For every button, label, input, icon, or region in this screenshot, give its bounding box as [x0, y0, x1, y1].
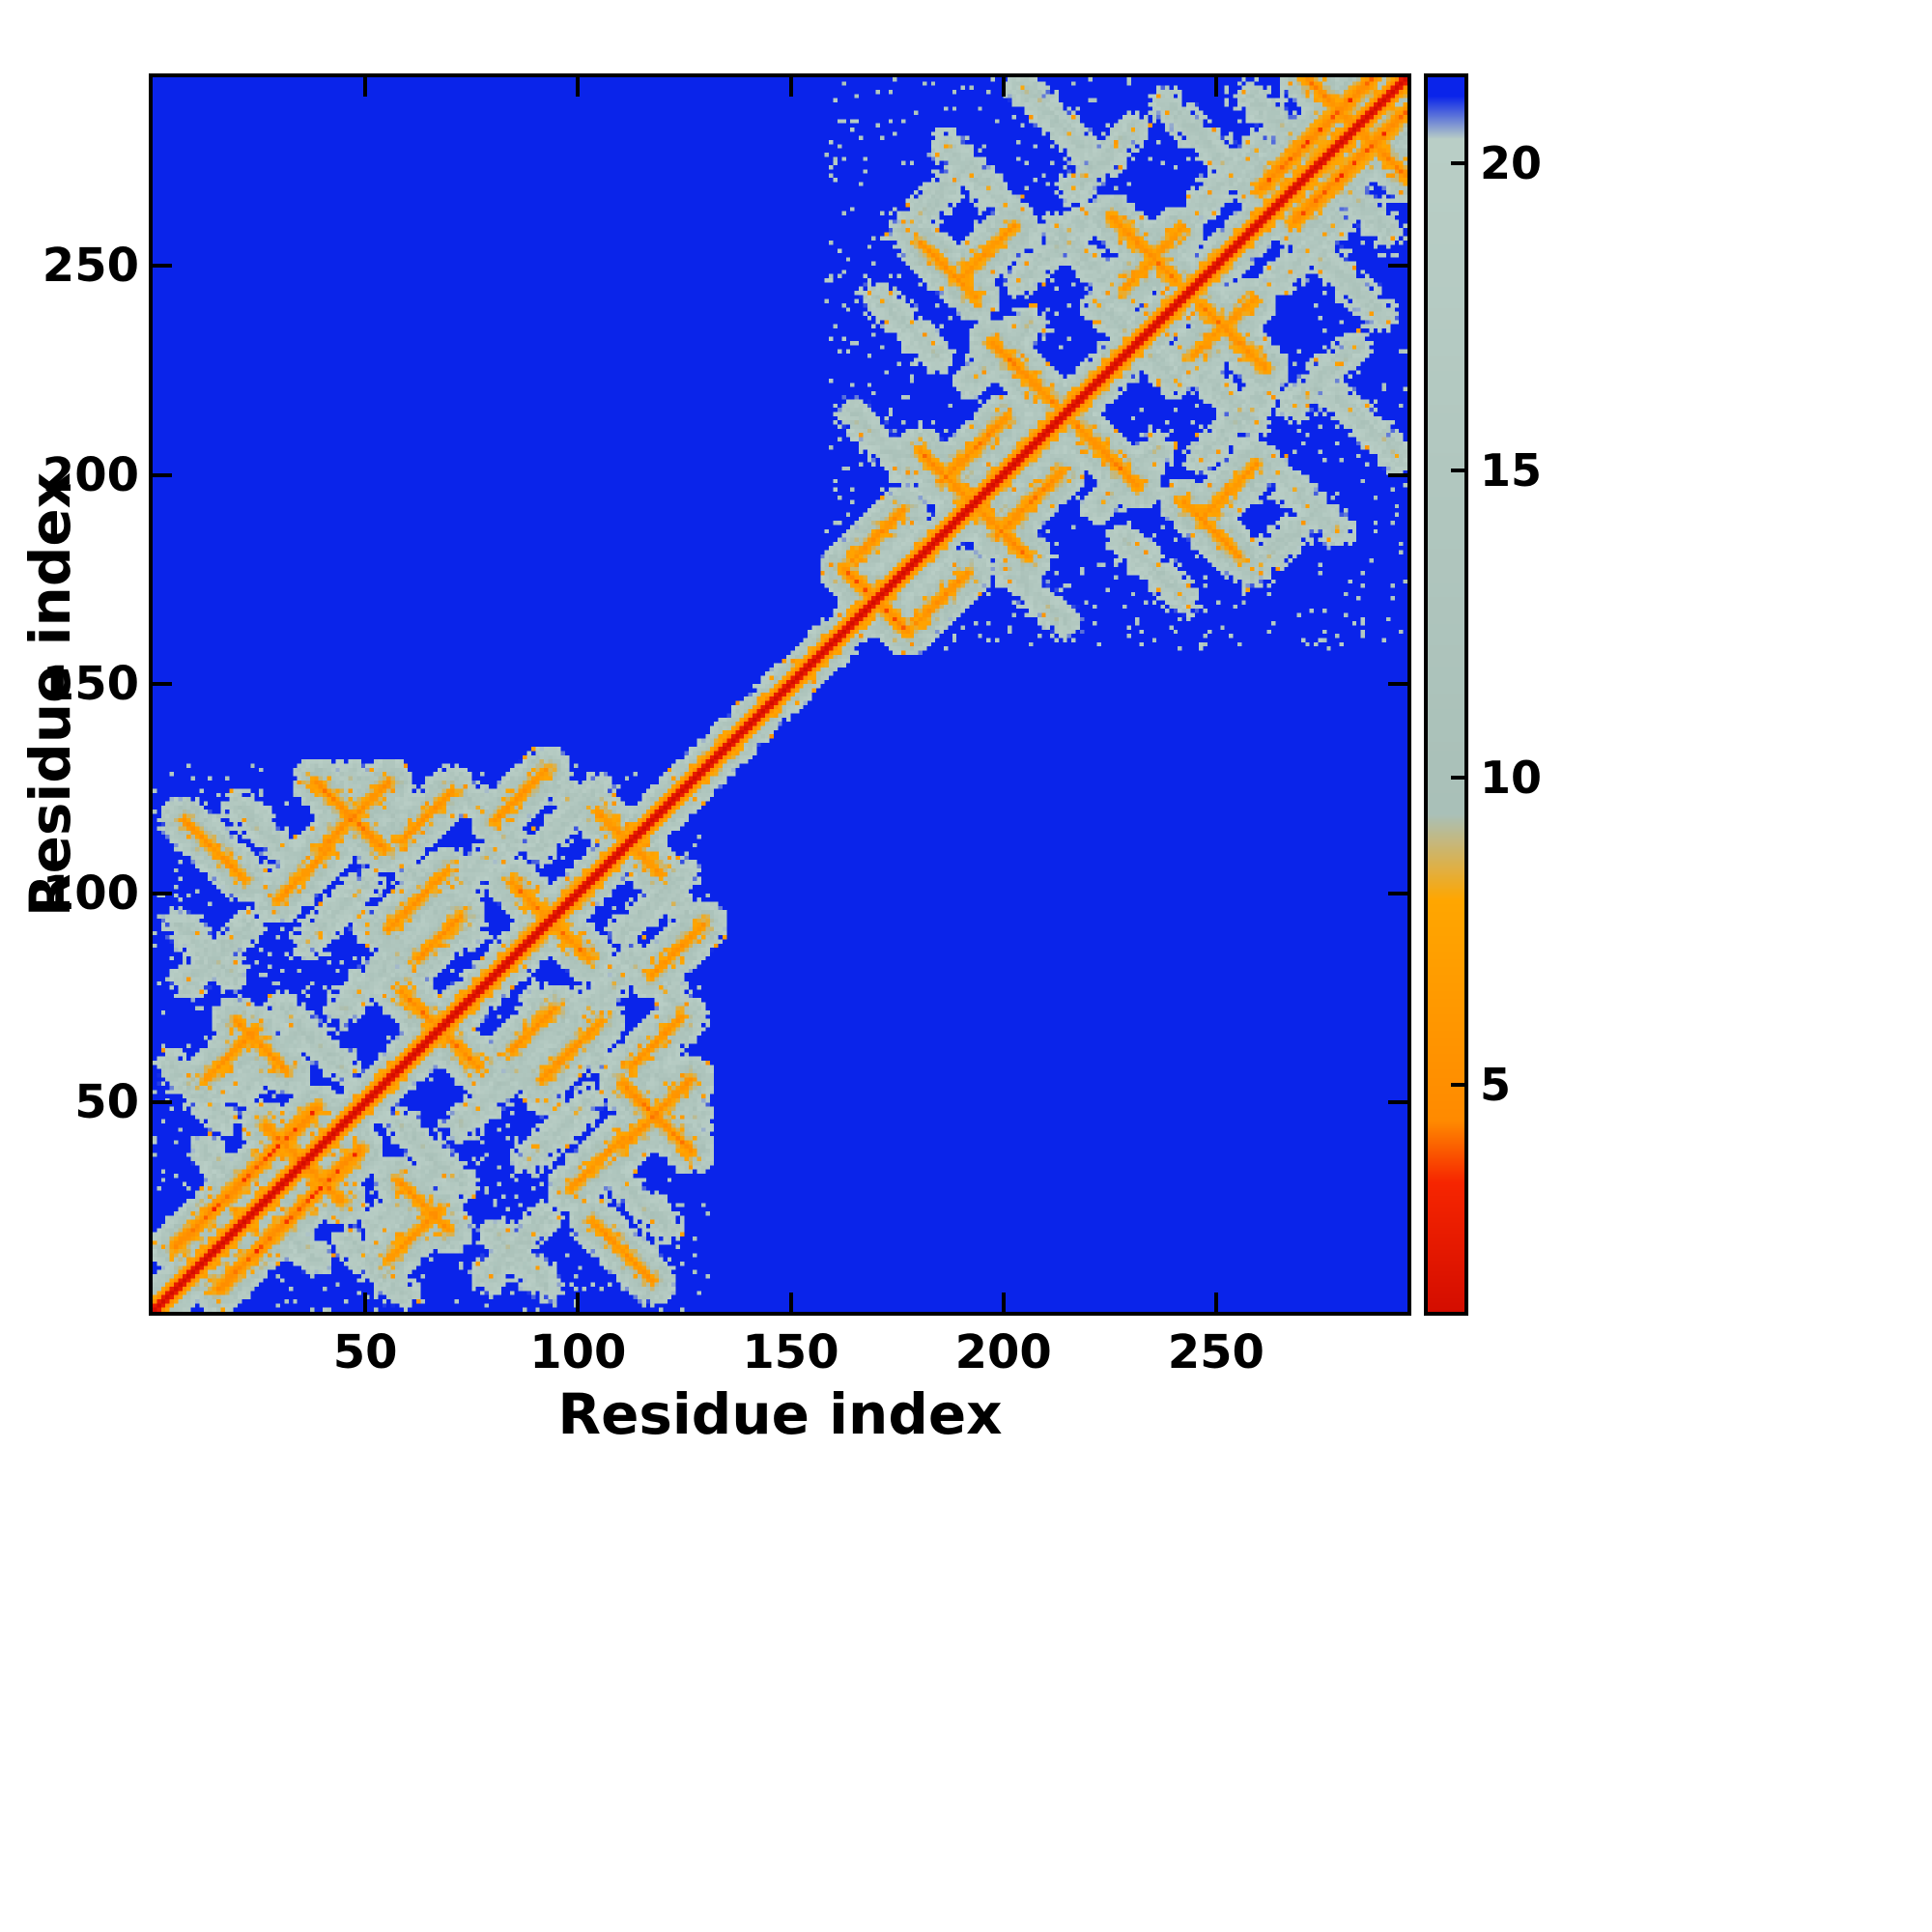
colorbar-tick-mark — [1451, 775, 1464, 780]
colorbar-tick-mark — [1451, 1082, 1464, 1087]
colorbar-tick-label: 15 — [1480, 443, 1543, 497]
x-tick-mark — [788, 77, 793, 97]
x-tick-label: 150 — [742, 1325, 839, 1379]
x-axis-label: Residue index — [557, 1381, 1003, 1447]
y-tick-mark — [153, 891, 172, 895]
x-tick-mark — [363, 77, 368, 97]
x-tick-mark — [1213, 1293, 1218, 1312]
colorbar-tick-label: 10 — [1480, 751, 1543, 804]
x-tick-mark — [576, 77, 581, 97]
colorbar-canvas — [1428, 77, 1464, 1312]
x-tick-label: 100 — [529, 1325, 627, 1379]
y-tick-mark — [153, 472, 172, 477]
x-tick-mark — [1001, 1293, 1006, 1312]
x-tick-mark — [788, 1293, 793, 1312]
y-tick-label: 50 — [74, 1075, 139, 1130]
x-tick-mark — [576, 1293, 581, 1312]
x-tick-label: 50 — [332, 1325, 398, 1379]
x-tick-mark — [1213, 77, 1218, 97]
contact-map-canvas — [153, 77, 1407, 1312]
colorbar-tick-mark — [1451, 161, 1464, 165]
y-tick-label: 250 — [42, 238, 139, 293]
y-tick-mark — [1388, 891, 1407, 895]
x-tick-label: 200 — [954, 1325, 1052, 1379]
y-tick-mark — [153, 1100, 172, 1105]
x-tick-mark — [1001, 77, 1006, 97]
y-tick-mark — [153, 682, 172, 687]
y-tick-mark — [1388, 1100, 1407, 1105]
y-tick-label: 200 — [42, 447, 139, 502]
y-tick-label: 100 — [42, 866, 139, 921]
y-tick-mark — [1388, 682, 1407, 687]
y-tick-mark — [1388, 263, 1407, 268]
x-tick-label: 250 — [1167, 1325, 1264, 1379]
y-tick-label: 150 — [42, 657, 139, 712]
y-tick-mark — [153, 263, 172, 268]
y-tick-mark — [1388, 472, 1407, 477]
colorbar-tick-label: 20 — [1480, 137, 1543, 189]
colorbar-tick-mark — [1451, 468, 1464, 472]
x-tick-mark — [363, 1293, 368, 1312]
colorbar-tick-label: 5 — [1480, 1058, 1512, 1111]
